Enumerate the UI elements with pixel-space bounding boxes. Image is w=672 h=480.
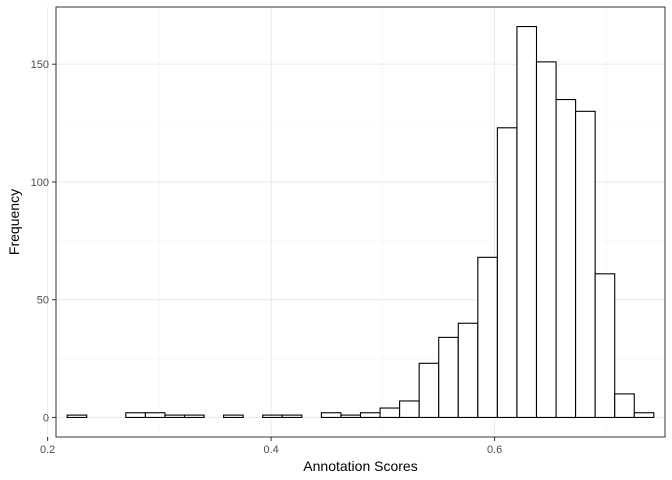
histogram-bar [535, 61, 557, 419]
histogram-bar [575, 110, 596, 419]
histogram-bar [144, 412, 166, 419]
y-axis-tick-label: 150 [31, 59, 49, 71]
histogram-bar [418, 362, 440, 419]
histogram-bars [66, 25, 655, 419]
histogram-bar [183, 414, 205, 419]
x-axis-tick-labels: 0.2 0.4 0.6 [40, 444, 502, 456]
y-axis-tick-label: 100 [31, 177, 49, 189]
y-axis-tick-labels: 0 50 100 150 [31, 59, 49, 424]
histogram-bar [223, 414, 244, 419]
x-axis-tick-label: 0.4 [263, 444, 278, 456]
x-axis-title: Annotation Scores [303, 458, 417, 474]
histogram-bar [379, 407, 401, 419]
histogram-bar [66, 414, 88, 419]
histogram-bar [477, 256, 498, 419]
histogram-bar [125, 412, 146, 419]
histogram-bar [555, 98, 577, 419]
histogram-bar [340, 414, 362, 419]
histogram-bar [496, 127, 518, 419]
axis-ticks [47, 63, 496, 441]
x-axis-tick-label: 0.6 [487, 444, 502, 456]
histogram-bar [164, 414, 186, 419]
x-axis-tick-label: 0.2 [40, 444, 55, 456]
histogram-bar [399, 400, 420, 419]
histogram-bar [320, 412, 342, 419]
histogram-bar [633, 412, 655, 419]
y-axis-tick-label: 0 [43, 412, 49, 424]
histogram-bar [262, 414, 283, 419]
y-axis-title: Frequency [6, 189, 22, 255]
histogram-bar [614, 393, 635, 419]
histogram-bar [281, 414, 303, 419]
histogram-bar [594, 273, 616, 419]
histogram-bar [516, 25, 538, 419]
histogram-bar [457, 322, 479, 419]
y-axis-tick-label: 50 [37, 295, 49, 307]
histogram-bar [359, 412, 381, 419]
histogram-bar [438, 336, 459, 419]
panel-border [55, 6, 666, 438]
